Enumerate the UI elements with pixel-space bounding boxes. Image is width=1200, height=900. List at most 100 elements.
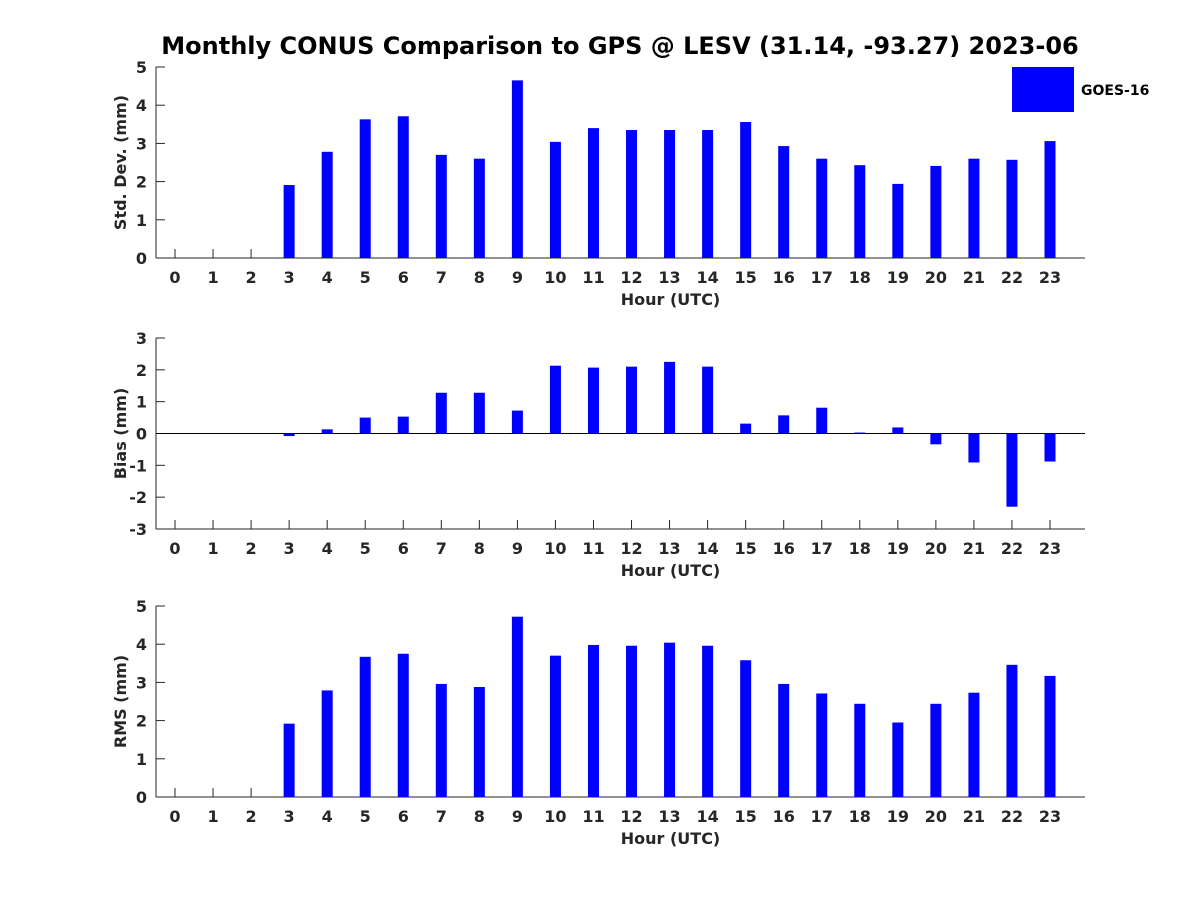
bar bbox=[664, 130, 676, 258]
bar bbox=[854, 165, 866, 258]
bar bbox=[549, 141, 561, 258]
x-tick-label: 19 bbox=[887, 807, 909, 826]
bar bbox=[854, 703, 866, 797]
bar bbox=[930, 703, 942, 797]
bar bbox=[702, 130, 714, 258]
x-tick-label: 17 bbox=[811, 807, 833, 826]
y-axis-label: RMS (mm) bbox=[111, 655, 130, 748]
x-tick-label: 5 bbox=[360, 539, 371, 558]
x-tick-label: 14 bbox=[696, 268, 718, 287]
bar bbox=[321, 690, 333, 797]
bar bbox=[283, 433, 295, 437]
x-tick-label: 11 bbox=[582, 807, 604, 826]
bar bbox=[473, 392, 485, 434]
x-tick-label: 3 bbox=[284, 539, 295, 558]
bar bbox=[778, 415, 790, 434]
x-tick-label: 8 bbox=[474, 539, 485, 558]
x-tick-label: 1 bbox=[207, 539, 218, 558]
y-tick-label: 2 bbox=[136, 361, 147, 380]
x-axis-label: Hour (UTC) bbox=[621, 829, 721, 848]
bar bbox=[626, 366, 638, 434]
x-tick-label: 4 bbox=[322, 807, 333, 826]
x-tick-label: 23 bbox=[1039, 268, 1061, 287]
bar bbox=[816, 693, 828, 797]
x-tick-label: 6 bbox=[398, 807, 409, 826]
bar bbox=[702, 645, 714, 797]
x-tick-label: 10 bbox=[544, 268, 566, 287]
x-tick-label: 15 bbox=[735, 807, 757, 826]
x-tick-label: 9 bbox=[512, 539, 523, 558]
x-tick-label: 22 bbox=[1001, 539, 1023, 558]
y-tick-label: 2 bbox=[136, 712, 147, 731]
bar bbox=[778, 683, 790, 797]
bar bbox=[854, 432, 866, 434]
bar bbox=[740, 660, 752, 797]
y-tick-label: 5 bbox=[136, 58, 147, 77]
y-tick-label: 5 bbox=[136, 597, 147, 616]
x-tick-label: 19 bbox=[887, 539, 909, 558]
bar bbox=[435, 154, 447, 258]
bar bbox=[473, 158, 485, 258]
x-tick-label: 15 bbox=[735, 539, 757, 558]
bar bbox=[1006, 664, 1018, 797]
x-tick-label: 6 bbox=[398, 539, 409, 558]
bar bbox=[321, 151, 333, 258]
bar bbox=[930, 433, 942, 445]
x-tick-label: 17 bbox=[811, 268, 833, 287]
x-tick-label: 1 bbox=[207, 807, 218, 826]
legend-label: GOES-16 bbox=[1081, 83, 1149, 99]
x-tick-label: 15 bbox=[735, 268, 757, 287]
y-axis-label: Bias (mm) bbox=[111, 388, 130, 480]
x-tick-label: 11 bbox=[582, 268, 604, 287]
y-tick-label: 2 bbox=[136, 173, 147, 192]
bar bbox=[1044, 675, 1056, 797]
bar bbox=[511, 80, 523, 259]
x-tick-label: 21 bbox=[963, 268, 985, 287]
x-tick-label: 16 bbox=[773, 539, 795, 558]
x-tick-label: 5 bbox=[360, 807, 371, 826]
x-tick-label: 20 bbox=[925, 807, 947, 826]
x-tick-label: 16 bbox=[773, 807, 795, 826]
bar bbox=[968, 433, 980, 463]
bar bbox=[968, 692, 980, 797]
x-tick-label: 20 bbox=[925, 268, 947, 287]
bar bbox=[1044, 433, 1056, 462]
x-tick-label: 1 bbox=[207, 268, 218, 287]
y-tick-label: -3 bbox=[129, 520, 147, 539]
y-axis-label: Std. Dev. (mm) bbox=[111, 95, 130, 230]
bar bbox=[549, 655, 561, 797]
bar bbox=[473, 686, 485, 797]
x-tick-label: 12 bbox=[620, 807, 642, 826]
x-tick-label: 12 bbox=[620, 539, 642, 558]
x-tick-label: 9 bbox=[512, 807, 523, 826]
x-tick-label: 13 bbox=[658, 539, 680, 558]
x-tick-label: 13 bbox=[658, 807, 680, 826]
y-tick-label: 0 bbox=[136, 425, 147, 444]
x-tick-label: 7 bbox=[436, 539, 447, 558]
bar bbox=[1006, 159, 1018, 258]
bar bbox=[778, 146, 790, 258]
x-tick-label: 19 bbox=[887, 268, 909, 287]
legend: GOES-16 bbox=[1012, 67, 1149, 112]
x-tick-label: 3 bbox=[284, 807, 295, 826]
y-tick-label: 3 bbox=[136, 134, 147, 153]
bar bbox=[968, 158, 980, 258]
x-tick-label: 7 bbox=[436, 807, 447, 826]
y-tick-label: 4 bbox=[136, 635, 147, 654]
x-tick-label: 18 bbox=[849, 268, 871, 287]
bar bbox=[359, 417, 371, 434]
bar bbox=[397, 653, 409, 797]
x-tick-label: 4 bbox=[322, 268, 333, 287]
x-tick-label: 8 bbox=[474, 268, 485, 287]
bar bbox=[435, 683, 447, 797]
bar bbox=[511, 616, 523, 797]
y-tick-label: 0 bbox=[136, 249, 147, 268]
bar bbox=[740, 423, 752, 434]
bar bbox=[1006, 433, 1018, 507]
x-tick-label: 23 bbox=[1039, 807, 1061, 826]
x-tick-label: 22 bbox=[1001, 807, 1023, 826]
y-tick-label: 3 bbox=[136, 329, 147, 348]
x-tick-label: 3 bbox=[284, 268, 295, 287]
